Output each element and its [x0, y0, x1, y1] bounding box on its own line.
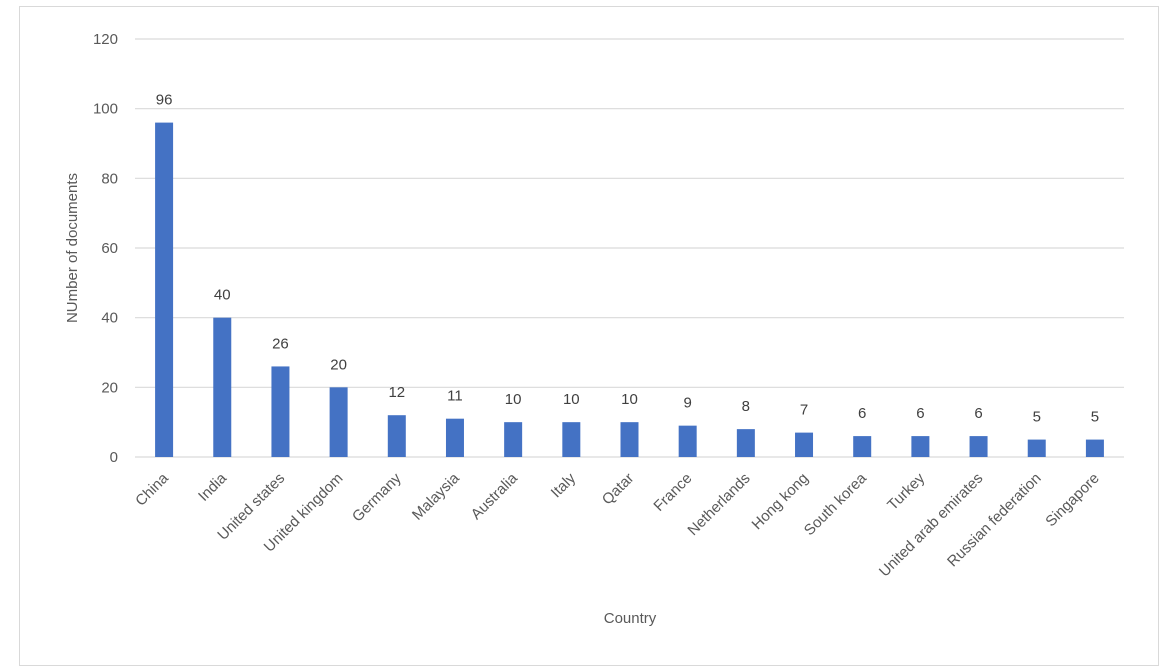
bar-data-label: 5 — [1033, 409, 1041, 426]
x-category-label: Italy — [548, 469, 580, 501]
x-category-label: Malaysia — [409, 469, 463, 523]
bar-data-label: 20 — [330, 356, 347, 373]
bar-data-label: 7 — [800, 402, 808, 419]
bar-data-label: 6 — [916, 405, 924, 422]
bar — [853, 436, 872, 457]
bar — [445, 418, 464, 457]
bar — [620, 422, 639, 457]
bar-data-label: 11 — [447, 388, 463, 405]
gridlines — [135, 38, 1124, 458]
bar-data-label: 5 — [1091, 409, 1099, 426]
y-tick-label: 80 — [101, 170, 118, 187]
bar — [1085, 439, 1104, 457]
bar-data-label: 8 — [742, 398, 750, 415]
bar — [969, 436, 988, 457]
bar-data-label: 96 — [156, 92, 173, 109]
bar-data-label: 10 — [563, 391, 580, 408]
bar-data-label: 10 — [505, 391, 522, 408]
x-category-label: United arab emirates — [876, 470, 986, 580]
y-axis-ticks: 0 20 40 60 80 100 120 — [93, 31, 118, 466]
x-category-label: France — [650, 470, 695, 515]
bar-data-label: 12 — [388, 384, 405, 401]
bar-data-label: 10 — [621, 391, 638, 408]
x-category-label: Germany — [349, 469, 405, 525]
y-tick-label: 40 — [101, 310, 118, 327]
bar — [795, 432, 814, 457]
x-category-label: Hong kong — [749, 470, 812, 533]
y-tick-label: 60 — [101, 240, 118, 257]
x-category-label: Netherlands — [684, 470, 753, 539]
bar — [387, 415, 406, 457]
bar — [736, 429, 755, 457]
bar — [911, 436, 930, 457]
x-category-label: China — [132, 469, 172, 509]
x-axis-title: Country — [604, 610, 657, 627]
data-labels: 96 40 26 20 12 11 10 10 10 9 8 7 6 6 6 5 5 — [156, 92, 1099, 426]
bar-data-label: 26 — [272, 335, 289, 352]
bar-data-label: 6 — [858, 405, 866, 422]
bar — [155, 122, 174, 457]
bar — [329, 387, 348, 457]
bars — [155, 122, 1104, 457]
x-category-label: Qatar — [599, 470, 638, 509]
bar — [504, 422, 523, 457]
y-tick-label: 120 — [93, 31, 118, 48]
bar — [562, 422, 581, 457]
x-category-label: Singapore — [1042, 470, 1102, 530]
y-tick-label: 0 — [110, 449, 118, 466]
bar-data-label: 9 — [684, 395, 692, 412]
bar-data-label: 6 — [974, 405, 982, 422]
bar — [1027, 439, 1046, 457]
bar — [213, 317, 232, 457]
x-category-label: India — [195, 469, 230, 504]
x-category-label: Australia — [468, 469, 522, 523]
y-axis-title: NUmber of documents — [64, 173, 81, 323]
bar — [271, 366, 290, 457]
y-tick-label: 100 — [93, 101, 118, 118]
x-category-label: South korea — [801, 469, 871, 539]
chart-border — [19, 6, 1159, 666]
bar-data-label: 40 — [214, 287, 231, 304]
y-tick-label: 20 — [101, 379, 118, 396]
bar — [678, 425, 697, 457]
x-category-label: Turkey — [884, 469, 928, 513]
